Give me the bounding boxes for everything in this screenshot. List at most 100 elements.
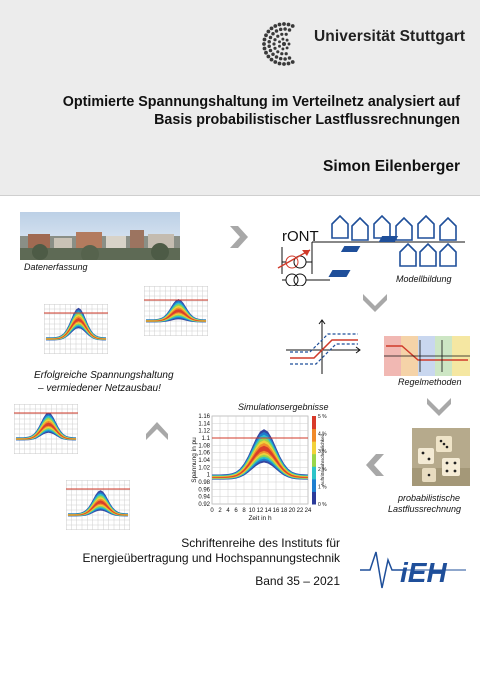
y-tick-label: 0.96 [198, 487, 210, 493]
density-band [212, 443, 308, 479]
y-tick-label: 0.98 [198, 480, 210, 486]
y-tick-label: 0.94 [198, 495, 210, 501]
logo-dot [278, 40, 281, 44]
logo-dot [287, 28, 292, 32]
logo-dot [281, 37, 285, 41]
logo-dot [286, 22, 291, 27]
y-tick-label: 1.1 [202, 436, 211, 442]
logo-dot [266, 29, 271, 34]
logo-dot [269, 26, 274, 31]
logo-dot [262, 37, 267, 42]
y-tick-label: 1.16 [198, 414, 210, 420]
logo-dot [273, 38, 277, 42]
result-thumbnail [14, 404, 78, 454]
colorbar-tick-label: 4 % [318, 432, 327, 438]
logo-dot [267, 44, 271, 48]
x-tick-label: 0 [210, 508, 214, 514]
logo-dot [262, 46, 267, 51]
x-tick-label: 2 [218, 508, 222, 514]
logo-dot [281, 47, 285, 51]
logo-dot [285, 46, 289, 50]
y-tick-label: 1.02 [198, 465, 210, 471]
colorbar-segment [312, 478, 316, 492]
y-tick-label: 1.12 [198, 429, 210, 435]
logo-dot [274, 29, 279, 33]
caption-prob-line-1: probabilistische [398, 493, 461, 503]
logo-dot [286, 61, 291, 66]
logo-dot [283, 57, 287, 61]
caption-regelmethoden: Regelmethoden [398, 377, 462, 387]
x-axis-label: Zeit in h [248, 515, 272, 522]
logo-dot [262, 42, 266, 46]
logo-dot [282, 62, 286, 66]
logo-dot [280, 52, 284, 56]
logo-dot [273, 46, 277, 50]
logo-dot [277, 22, 282, 27]
x-tick-label: 14 [265, 508, 272, 514]
caption-lastflussrechnung: Lastflussrechnung [388, 504, 462, 514]
university-logo-icon [262, 22, 295, 66]
colorbar-segment [312, 416, 316, 430]
x-tick-label: 10 [249, 508, 256, 514]
logo-dot [287, 56, 292, 60]
series-line-1: Schriftenreihe des Instituts für [181, 536, 340, 550]
logo-dot [269, 57, 274, 62]
volume-number: Band 35 – 2021 [255, 574, 340, 588]
x-tick-label: 8 [242, 508, 246, 514]
logo-dot [284, 52, 288, 56]
author-name: Simon Eilenberger [323, 158, 460, 175]
colorbar-label: Auftrittswahrscheinlichkeit [320, 433, 325, 486]
colorbar-tick-label: 3 % [318, 449, 327, 455]
series-name: Schriftenreihe des Instituts für Energie… [20, 536, 340, 565]
caption-erfolgreiche: Erfolgreiche Spannungshaltung – vermiede… [34, 370, 174, 395]
caption-probabilistische: probabilistische [398, 493, 461, 503]
logo-dot [278, 27, 283, 32]
logo-dot [268, 35, 273, 40]
density-band [68, 498, 128, 516]
dice-photo [412, 428, 470, 486]
density-band [146, 309, 206, 322]
x-tick-label: 18 [281, 508, 288, 514]
logo-dot [276, 34, 280, 38]
book-title: Optimierte Spannungshaltung im Verteilne… [20, 94, 460, 129]
x-tick-label: 6 [234, 508, 238, 514]
y-tick-label: 1 [207, 473, 211, 479]
logo-dot [274, 55, 279, 59]
x-tick-label: 12 [257, 508, 264, 514]
x-tick-label: 24 [305, 508, 312, 514]
header-band [0, 0, 480, 195]
result-thumbnail [66, 480, 130, 530]
chevron-down-icon [363, 294, 387, 312]
colorbar-tick-label: 5 % [318, 414, 327, 420]
y-tick-label: 1.14 [198, 421, 210, 427]
network-model-diagram [277, 214, 465, 286]
logo-dot [282, 22, 286, 26]
logo-dot [280, 32, 284, 36]
logo-dot [266, 54, 271, 59]
control-method-band-plot [384, 336, 470, 376]
density-band [16, 420, 76, 440]
chart-title: Simulationsergebnisse [238, 402, 329, 412]
colorbar-segment [312, 428, 316, 442]
x-tick-label: 4 [226, 508, 230, 514]
simulation-heatmap-chart: 1.161.14 1.121.11.08 1.061.041.02 10.980.96… [191, 414, 327, 522]
ront-label: rONT [282, 228, 319, 245]
y-tick-label: 0.92 [198, 502, 210, 508]
series-line-2: Energieübertragung und Hochspannungstech… [82, 550, 340, 565]
ieh-logo-text: iEH [400, 557, 447, 588]
logo-dot [273, 60, 278, 64]
colorbar-tick-label: 1 % [318, 484, 327, 490]
logo-dot [271, 32, 275, 36]
y-tick-label: 1.04 [198, 458, 210, 464]
logo-dot [278, 56, 283, 61]
logo-dot [273, 24, 278, 28]
colorbar-segment [312, 466, 316, 480]
density-band [46, 318, 106, 340]
logo-dot [264, 33, 268, 38]
logo-dot [285, 38, 289, 42]
colorbar-segment [312, 491, 316, 505]
y-tick-label: 1.08 [198, 443, 210, 449]
logo-dot [267, 40, 271, 44]
logo-dot [287, 42, 291, 46]
chevron-up-icon [146, 422, 168, 440]
